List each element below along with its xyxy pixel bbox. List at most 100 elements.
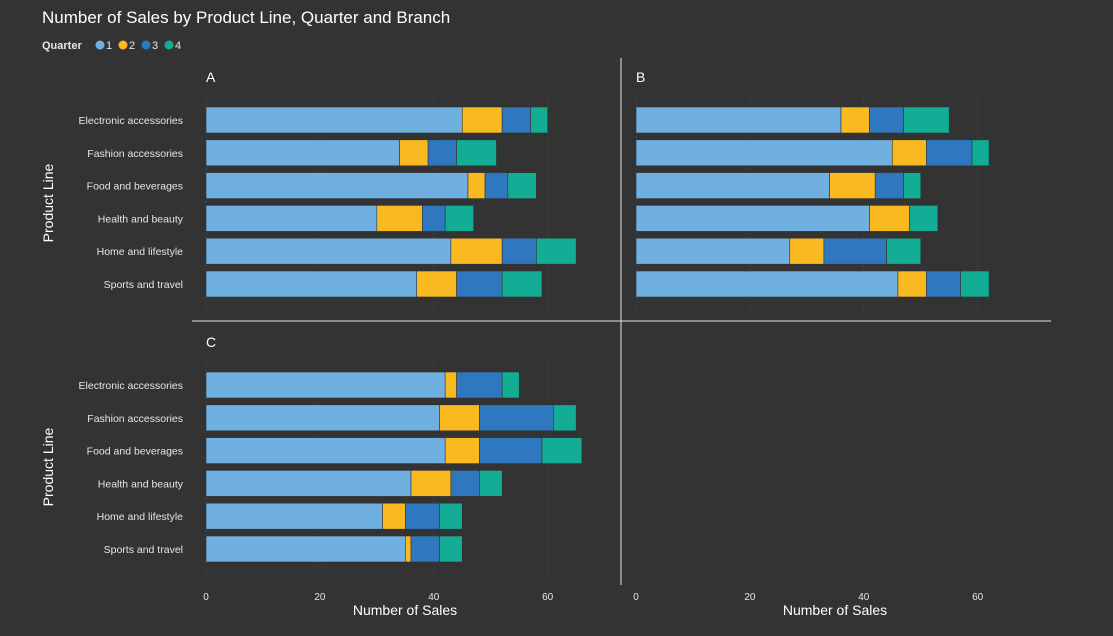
panel-A: A Electronic accessories Fashion accessori… [79,69,577,315]
bar-C-2-q1 [205,437,446,464]
category-label: Food and beverages [87,181,183,193]
bar-B-2-q4 [903,172,922,199]
bar-C-0-q4 [501,371,520,399]
bar-C-4-q1 [205,502,383,530]
x-tick-label: 60 [972,592,984,603]
bar-B-0-q2 [840,106,870,134]
legend-swatch-2 [118,40,128,50]
legend-title: Quarter [42,40,82,52]
bar-A-3-q2 [376,205,423,232]
panel-B: B [635,69,990,315]
bar-B-0-q4 [903,106,950,134]
bar-A-4-q2 [450,237,503,265]
panel-label-A: A [206,69,216,85]
category-label: Food and beverages [87,446,183,458]
panel-label-B: B [636,69,645,85]
bar-B-0-q1 [635,106,842,134]
bar-C-2-q2 [444,437,480,464]
legend-label-2: 2 [129,40,135,52]
chart-title: Number of Sales by Product Line, Quarter… [42,8,450,27]
bar-B-4-q3 [823,237,887,265]
category-label: Sports and travel [104,279,183,291]
legend-swatch-4 [164,40,174,50]
bar-C-3-q2 [410,470,452,497]
bar-C-4-q2 [382,502,406,530]
bar-C-5-q1 [205,535,406,563]
bar-C-0-q1 [205,371,446,399]
bar-C-4-q4 [439,502,463,530]
bar-A-2-q3 [484,172,509,199]
bar-A-5-q3 [456,270,503,298]
panel-C: C Electronic accessories Fashion accessori… [79,334,583,580]
bar-C-5-q3 [410,535,440,563]
bar-C-0-q2 [444,371,457,399]
bar-A-4-q1 [205,237,452,265]
legend: Quarter 1 2 3 4 [42,40,181,52]
bar-C-5-q4 [439,535,463,563]
bar-B-1-q3 [926,139,973,167]
bar-A-5-q4 [501,270,543,298]
plot-layer: A Electronic accessories Fashion accessori… [40,58,1051,618]
bar-B-3-q2 [869,205,910,232]
y-axis-title: Product Line [40,163,56,242]
bar-C-1-q1 [205,404,440,432]
x-tick-label: 40 [858,592,870,603]
bar-A-3-q1 [205,205,378,232]
bar-C-3-q1 [205,470,412,497]
bar-A-0-q3 [501,106,531,134]
bar-B-3-q1 [635,205,870,232]
bar-A-3-q3 [422,205,446,232]
bar-B-1-q1 [635,139,893,167]
x-axis-title: Number of Sales [783,602,887,618]
bar-B-4-q4 [886,237,922,265]
bar-C-4-q3 [405,502,440,530]
bar-B-2-q3 [874,172,904,199]
bar-A-1-q3 [427,139,457,167]
legend-swatch-3 [141,40,151,50]
x-axis-title: Number of Sales [353,602,457,618]
bar-C-2-q4 [541,437,583,464]
bar-B-5-q1 [635,270,899,298]
bar-A-5-q1 [205,270,418,298]
x-tick-label: 20 [314,592,326,603]
legend-label-1: 1 [106,40,112,52]
bar-B-0-q3 [869,106,904,134]
bar-B-4-q2 [789,237,825,265]
category-label: Fashion accessories [87,413,183,425]
bar-B-3-q4 [909,205,939,232]
bar-B-5-q2 [897,270,927,298]
bar-C-1-q4 [553,404,577,432]
category-label: Home and lifestyle [97,246,184,258]
bar-B-5-q3 [926,270,961,298]
bar-C-3-q3 [450,470,480,497]
legend-label-3: 3 [152,40,158,52]
bar-B-1-q4 [971,139,990,167]
bar-A-3-q4 [444,205,474,232]
bar-C-3-q4 [479,470,503,497]
bar-A-2-q2 [467,172,486,199]
legend-label-4: 4 [175,40,181,52]
bar-B-5-q4 [960,270,990,298]
bar-A-1-q1 [205,139,400,167]
category-label: Health and beauty [98,213,184,225]
legend-swatch-1 [95,40,105,50]
category-label: Health and beauty [98,478,184,490]
y-axis-title: Product Line [40,427,56,506]
bar-A-1-q4 [456,139,497,167]
bar-A-2-q1 [205,172,469,199]
bar-B-2-q2 [829,172,876,199]
bar-B-2-q1 [635,172,830,199]
bar-C-1-q2 [439,404,480,432]
x-tick-label: 0 [633,592,639,603]
x-tick-label: 20 [744,592,756,603]
category-label: Fashion accessories [87,148,183,160]
bar-A-2-q4 [507,172,537,199]
category-label: Electronic accessories [79,380,183,392]
category-label: Sports and travel [104,544,183,556]
bar-A-4-q4 [536,237,577,265]
bar-C-1-q3 [479,404,554,432]
bar-C-2-q3 [479,437,543,464]
x-tick-label: 40 [428,592,440,603]
bar-A-1-q2 [399,139,429,167]
bar-A-0-q1 [205,106,463,134]
